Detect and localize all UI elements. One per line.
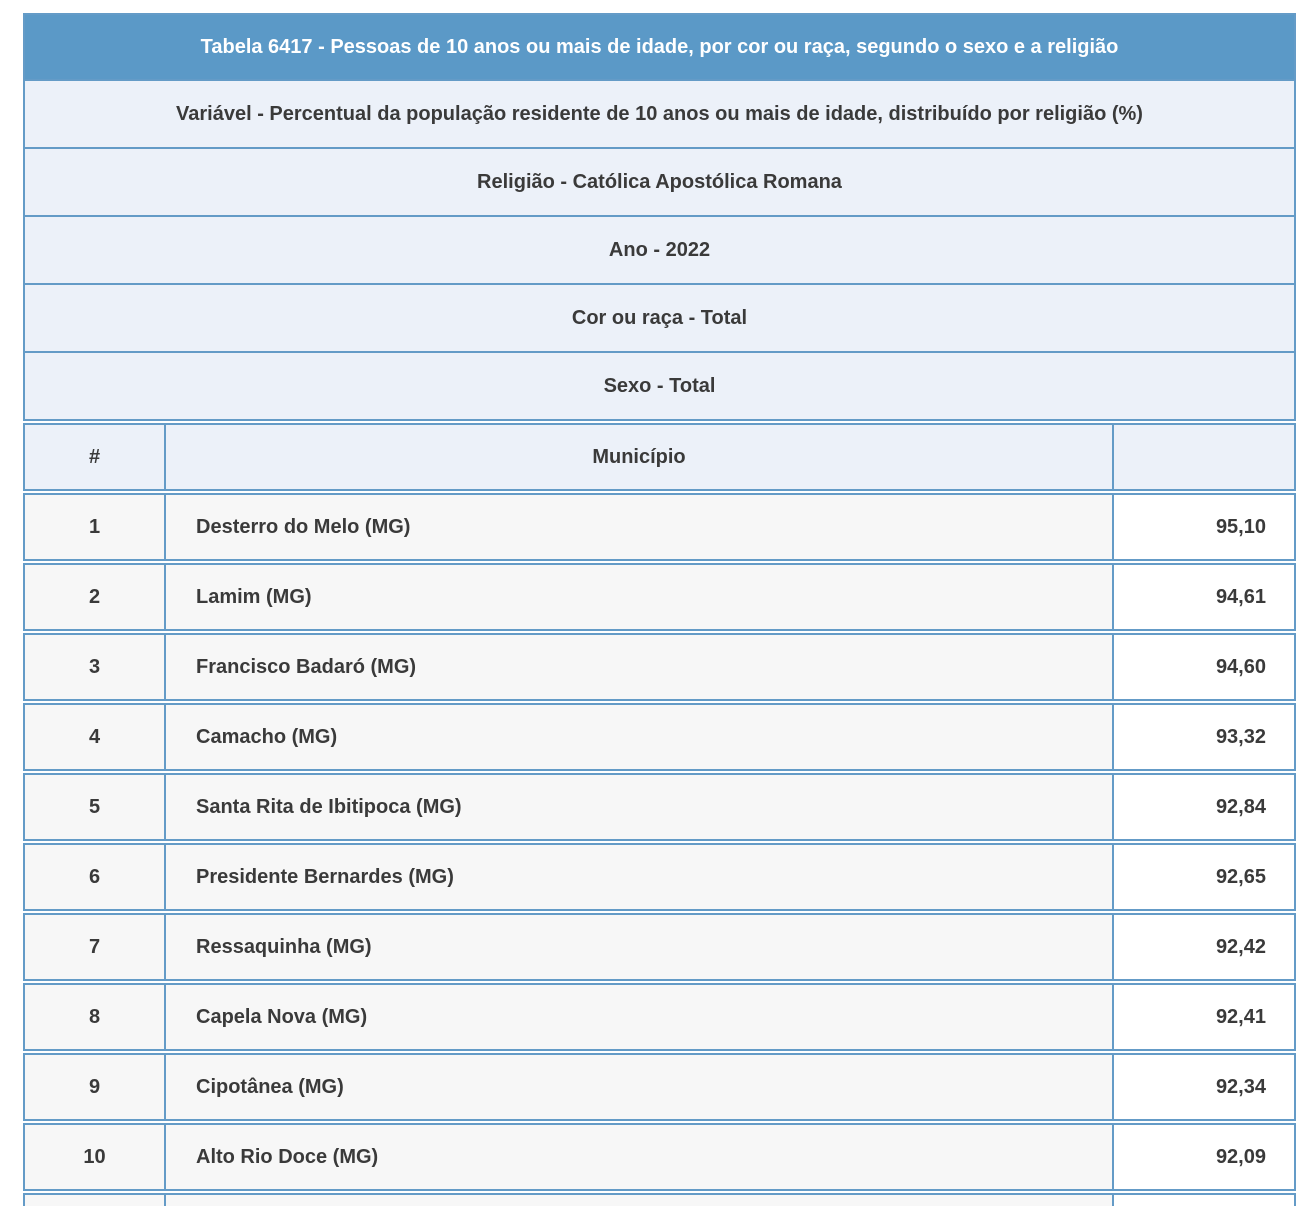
rank-cell: 8	[25, 985, 164, 1049]
table-row: 4 Camacho (MG) 93,32	[23, 703, 1296, 771]
municipality-cell: Desterro do Melo (MG)	[164, 495, 1112, 559]
value-cell: 94,61	[1112, 565, 1294, 629]
ranking-rows: 1 Desterro do Melo (MG) 95,10 2 Lamim (M…	[23, 493, 1296, 1191]
filter-row-ano: Ano - 2022	[25, 215, 1294, 283]
table-row: 2 Lamim (MG) 94,61	[23, 563, 1296, 631]
municipality-column-header: Município	[164, 425, 1112, 489]
rank-cell: 2	[25, 565, 164, 629]
filter-row-religiao: Religião - Católica Apostólica Romana	[25, 147, 1294, 215]
municipality-cell: Francisco Badaró (MG)	[164, 635, 1112, 699]
rank-cell	[25, 1195, 164, 1206]
value-cell: 92,09	[1112, 1125, 1294, 1189]
municipality-cell: Camacho (MG)	[164, 705, 1112, 769]
municipality-cell: Cipotânea (MG)	[164, 1055, 1112, 1119]
value-cell: 92,84	[1112, 775, 1294, 839]
rank-column-header: #	[25, 425, 164, 489]
municipality-cell: Presidente Bernardes (MG)	[164, 845, 1112, 909]
value-cell: 94,60	[1112, 635, 1294, 699]
partial-row	[23, 1193, 1296, 1206]
municipality-cell	[164, 1195, 1112, 1206]
municipality-cell: Lamim (MG)	[164, 565, 1112, 629]
filter-row-cor-raca: Cor ou raça - Total	[25, 283, 1294, 351]
filter-row-variavel: Variável - Percentual da população resid…	[25, 79, 1294, 147]
value-column-header	[1112, 425, 1294, 489]
table-row: 3 Francisco Badaró (MG) 94,60	[23, 633, 1296, 701]
municipality-cell: Capela Nova (MG)	[164, 985, 1112, 1049]
table-meta-block: Tabela 6417 - Pessoas de 10 anos ou mais…	[23, 13, 1296, 421]
value-cell: 95,10	[1112, 495, 1294, 559]
value-cell: 92,65	[1112, 845, 1294, 909]
rank-cell: 3	[25, 635, 164, 699]
table-row: 10 Alto Rio Doce (MG) 92,09	[23, 1123, 1296, 1191]
rank-cell: 4	[25, 705, 164, 769]
municipality-cell: Ressaquinha (MG)	[164, 915, 1112, 979]
rank-cell: 10	[25, 1125, 164, 1189]
results-table: Tabela 6417 - Pessoas de 10 anos ou mais…	[23, 13, 1296, 1206]
value-cell	[1112, 1195, 1294, 1206]
rank-cell: 6	[25, 845, 164, 909]
rank-cell: 7	[25, 915, 164, 979]
value-cell: 92,41	[1112, 985, 1294, 1049]
value-cell: 92,34	[1112, 1055, 1294, 1119]
table-row: 7 Ressaquinha (MG) 92,42	[23, 913, 1296, 981]
municipality-cell: Santa Rita de Ibitipoca (MG)	[164, 775, 1112, 839]
table-row: 1 Desterro do Melo (MG) 95,10	[23, 493, 1296, 561]
value-cell: 93,32	[1112, 705, 1294, 769]
column-header-row: # Município	[23, 423, 1296, 491]
municipality-cell: Alto Rio Doce (MG)	[164, 1125, 1112, 1189]
table-title: Tabela 6417 - Pessoas de 10 anos ou mais…	[25, 15, 1294, 79]
rank-cell: 1	[25, 495, 164, 559]
rank-cell: 5	[25, 775, 164, 839]
value-cell: 92,42	[1112, 915, 1294, 979]
rank-cell: 9	[25, 1055, 164, 1119]
filter-row-sexo: Sexo - Total	[25, 351, 1294, 419]
table-row: 8 Capela Nova (MG) 92,41	[23, 983, 1296, 1051]
table-row: 9 Cipotânea (MG) 92,34	[23, 1053, 1296, 1121]
table-row: 5 Santa Rita de Ibitipoca (MG) 92,84	[23, 773, 1296, 841]
table-row: 6 Presidente Bernardes (MG) 92,65	[23, 843, 1296, 911]
